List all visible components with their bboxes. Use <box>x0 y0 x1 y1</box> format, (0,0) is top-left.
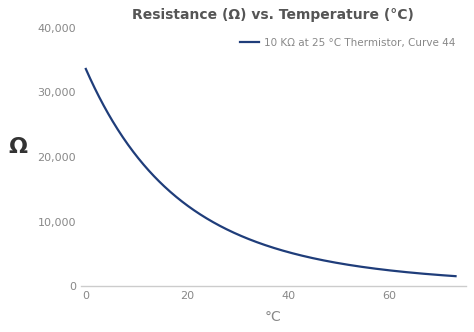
10 KΩ at 25 °C Thermistor, Curve 44 <box>386 268 392 272</box>
10 KΩ at 25 °C Thermistor, Curve 44 <box>283 249 289 253</box>
10 KΩ at 25 °C Thermistor, Curve 44 <box>259 242 264 246</box>
10 KΩ at 25 °C Thermistor, Curve 44 <box>453 274 458 278</box>
Title: Resistance (Ω) vs. Temperature (°C): Resistance (Ω) vs. Temperature (°C) <box>132 8 414 22</box>
10 KΩ at 25 °C Thermistor, Curve 44 <box>303 255 309 259</box>
10 KΩ at 25 °C Thermistor, Curve 44 <box>83 67 89 71</box>
10 KΩ at 25 °C Thermistor, Curve 44 <box>261 243 266 247</box>
Legend: 10 KΩ at 25 °C Thermistor, Curve 44: 10 KΩ at 25 °C Thermistor, Curve 44 <box>235 33 460 53</box>
Line: 10 KΩ at 25 °C Thermistor, Curve 44: 10 KΩ at 25 °C Thermistor, Curve 44 <box>86 69 456 276</box>
X-axis label: °C: °C <box>265 310 282 324</box>
10 KΩ at 25 °C Thermistor, Curve 44 <box>444 274 449 278</box>
Y-axis label: Ω: Ω <box>9 137 27 157</box>
